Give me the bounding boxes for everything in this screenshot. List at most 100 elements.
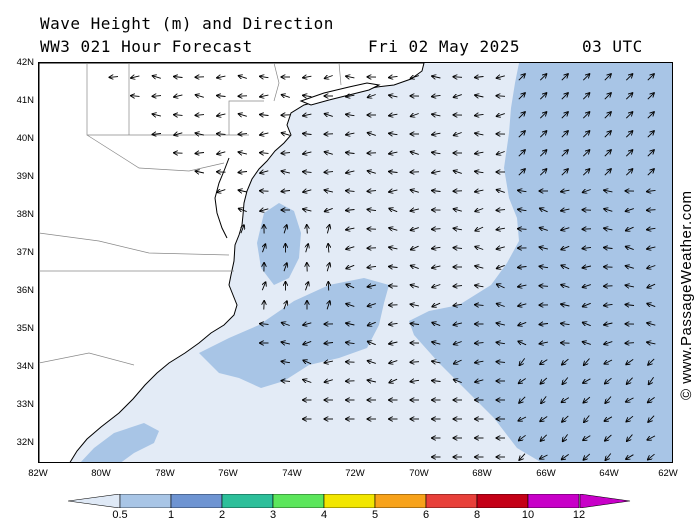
wave-arrow: [582, 285, 591, 288]
lon-label-68w: 68W: [472, 468, 492, 479]
wave-arrow: [475, 343, 484, 344]
wave-arrow: [303, 114, 312, 116]
wave-arrow: [284, 225, 287, 234]
wave-arrow: [475, 190, 484, 192]
lon-label-70w: 70W: [409, 468, 429, 479]
wave-arrow: [260, 324, 269, 325]
wave-arrow: [561, 190, 570, 192]
wave-map: [38, 62, 673, 463]
wave-arrow: [453, 228, 462, 230]
lon-label-66w: 66W: [536, 468, 556, 479]
wave-arrow: [539, 228, 548, 231]
wave-arrow: [604, 304, 613, 305]
wave-arrow: [453, 209, 462, 211]
wave-arrow: [562, 434, 568, 441]
wave-arrow: [648, 358, 655, 365]
lat-label-37n: 37N: [16, 247, 34, 258]
wave-arrow: [561, 150, 568, 157]
wave-arrow: [346, 76, 355, 78]
wave-arrow: [582, 266, 591, 268]
wave-arrow: [475, 114, 484, 115]
wave-arrow: [584, 358, 590, 366]
wave-arrow: [410, 324, 420, 325]
wave-arrow: [625, 112, 632, 119]
wave-arrow: [518, 150, 525, 157]
wave-arrow: [432, 95, 441, 96]
lat-label-33n: 33N: [16, 399, 34, 410]
wave-arrow: [432, 322, 441, 325]
wave-arrow: [324, 152, 333, 155]
wave-arrow: [260, 133, 269, 135]
wave-arrow: [432, 171, 441, 173]
wave-arrow: [152, 96, 162, 97]
wave-arrow: [453, 248, 463, 249]
wave-arrow: [303, 360, 312, 364]
map-canvas: [39, 63, 672, 462]
wave-arrow: [410, 209, 420, 211]
wave-arrow: [496, 342, 505, 343]
wave-arrow: [626, 397, 634, 402]
colorbar-segment-0: [119, 494, 172, 508]
wave-direction-arrows: [109, 74, 656, 461]
wave-arrow: [389, 379, 398, 383]
wave-arrow: [518, 434, 526, 440]
colorbar-left-tip: [68, 494, 121, 508]
lon-label-76w: 76W: [218, 468, 238, 479]
wave-zone-central: [199, 278, 389, 388]
wave-arrow: [174, 133, 183, 135]
wave-arrow: [604, 416, 613, 422]
wave-arrow: [647, 435, 656, 440]
wave-arrow: [284, 263, 287, 272]
wave-arrow: [389, 114, 398, 116]
wave-arrow: [238, 152, 248, 154]
wave-arrow: [389, 133, 398, 134]
lat-label-41n: 41N: [16, 95, 34, 106]
wave-arrow: [432, 152, 441, 153]
colorbar-label-4: 4: [320, 509, 328, 521]
wave-arrow: [496, 228, 505, 230]
wave-arrow: [475, 95, 484, 97]
wave-height-colorbar: [68, 494, 631, 508]
wave-arrow: [604, 359, 613, 364]
colorbar-label-2: 2: [218, 509, 226, 521]
wave-arrow: [496, 96, 506, 97]
wave-arrow: [540, 359, 548, 365]
wave-arrow: [647, 131, 654, 138]
wave-arrow: [389, 172, 398, 173]
wave-arrow: [346, 342, 355, 343]
colorbar-segment-7: [476, 494, 529, 508]
lon-label-74w: 74W: [282, 468, 302, 479]
wave-arrow: [260, 171, 269, 173]
wave-arrow: [604, 228, 613, 230]
wave-arrow: [625, 150, 632, 157]
wave-arrow: [584, 415, 590, 423]
wave-arrow: [561, 285, 570, 288]
wave-arrow: [131, 76, 140, 78]
wave-arrow: [496, 114, 505, 117]
wave-arrow: [346, 265, 355, 268]
wave-arrow: [367, 191, 377, 192]
wave-arrow: [195, 171, 204, 173]
wave-arrow: [518, 93, 525, 100]
colorbar-label-7: 8: [473, 509, 481, 521]
wave-arrow: [410, 190, 419, 193]
colorbar-label-5: 5: [371, 509, 379, 521]
wave-arrow: [518, 267, 527, 268]
wave-arrow: [432, 303, 441, 307]
colorbar-segment-2: [221, 494, 274, 508]
wave-arrow: [281, 342, 291, 344]
colorbar-label-3: 3: [269, 509, 277, 521]
wave-arrow: [475, 152, 484, 154]
wave-arrow: [539, 324, 549, 325]
wave-arrow: [389, 228, 398, 231]
wave-arrow: [475, 247, 484, 250]
wave-arrow: [647, 190, 656, 191]
wave-arrow: [174, 77, 183, 78]
wave-arrow: [604, 131, 611, 138]
wave-arrow: [561, 397, 570, 403]
wave-arrow: [389, 190, 398, 192]
colorbar-label-1: 1: [167, 509, 175, 521]
wave-arrow: [241, 225, 244, 234]
wave-arrow: [647, 150, 654, 157]
wave-arrow: [539, 150, 546, 157]
